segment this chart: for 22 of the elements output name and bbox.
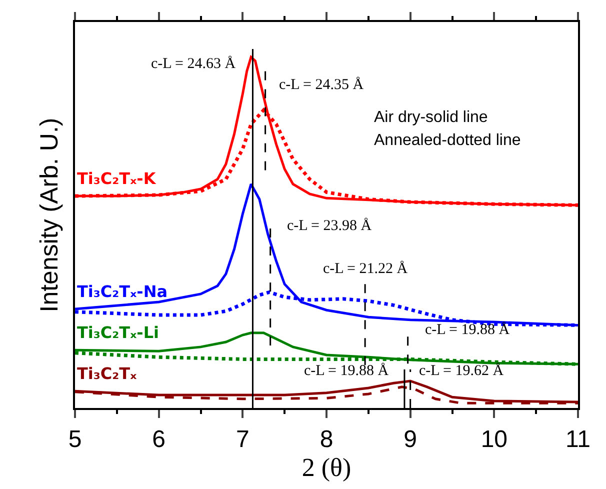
x-tick-label: 5 — [68, 426, 82, 453]
annotation: c-L = 24.35 Å — [279, 76, 364, 93]
annotation: c-L = 21.22 Å — [323, 260, 408, 277]
series-label: Ti₃C₂Tₓ-Na — [77, 282, 168, 301]
x-tick-label: 10 — [480, 426, 508, 453]
series-label: Ti₃C₂Tₓ-Li — [77, 323, 159, 342]
series-label: Ti₃C₂Tₓ — [77, 364, 138, 383]
series-label: Ti₃C₂Tₓ-K — [77, 169, 156, 188]
annotation: Air dry-solid line — [374, 109, 488, 126]
y-axis-title: Intensity (Arb. U.) — [35, 118, 64, 312]
annotation: Annealed-dotted line — [374, 132, 521, 149]
x-tick-label: 9 — [404, 426, 418, 453]
annotation: c-L = 24.63 Å — [151, 55, 236, 72]
annotation: c-L = 23.98 Å — [287, 217, 372, 234]
x-axis-title: 2 (θ) — [302, 453, 352, 482]
annotation: c-L = 19.88 Å — [304, 362, 389, 379]
annotation: c-L = 19.88 Å — [425, 321, 510, 338]
x-tick-label: 6 — [152, 426, 166, 453]
x-tick-label: 11 — [566, 426, 590, 453]
annotation: c-L = 19.62 Å — [419, 362, 504, 379]
x-tick-label: 8 — [320, 426, 334, 453]
x-tick-label: 7 — [236, 426, 250, 453]
